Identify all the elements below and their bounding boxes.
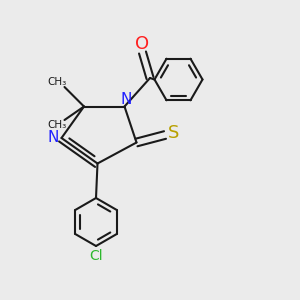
- Text: O: O: [134, 35, 149, 53]
- Text: CH₃: CH₃: [47, 120, 67, 130]
- Text: Cl: Cl: [89, 249, 103, 263]
- Text: N: N: [47, 130, 59, 145]
- Text: CH₃: CH₃: [47, 76, 67, 87]
- Text: S: S: [168, 124, 180, 142]
- Text: N: N: [121, 92, 132, 107]
